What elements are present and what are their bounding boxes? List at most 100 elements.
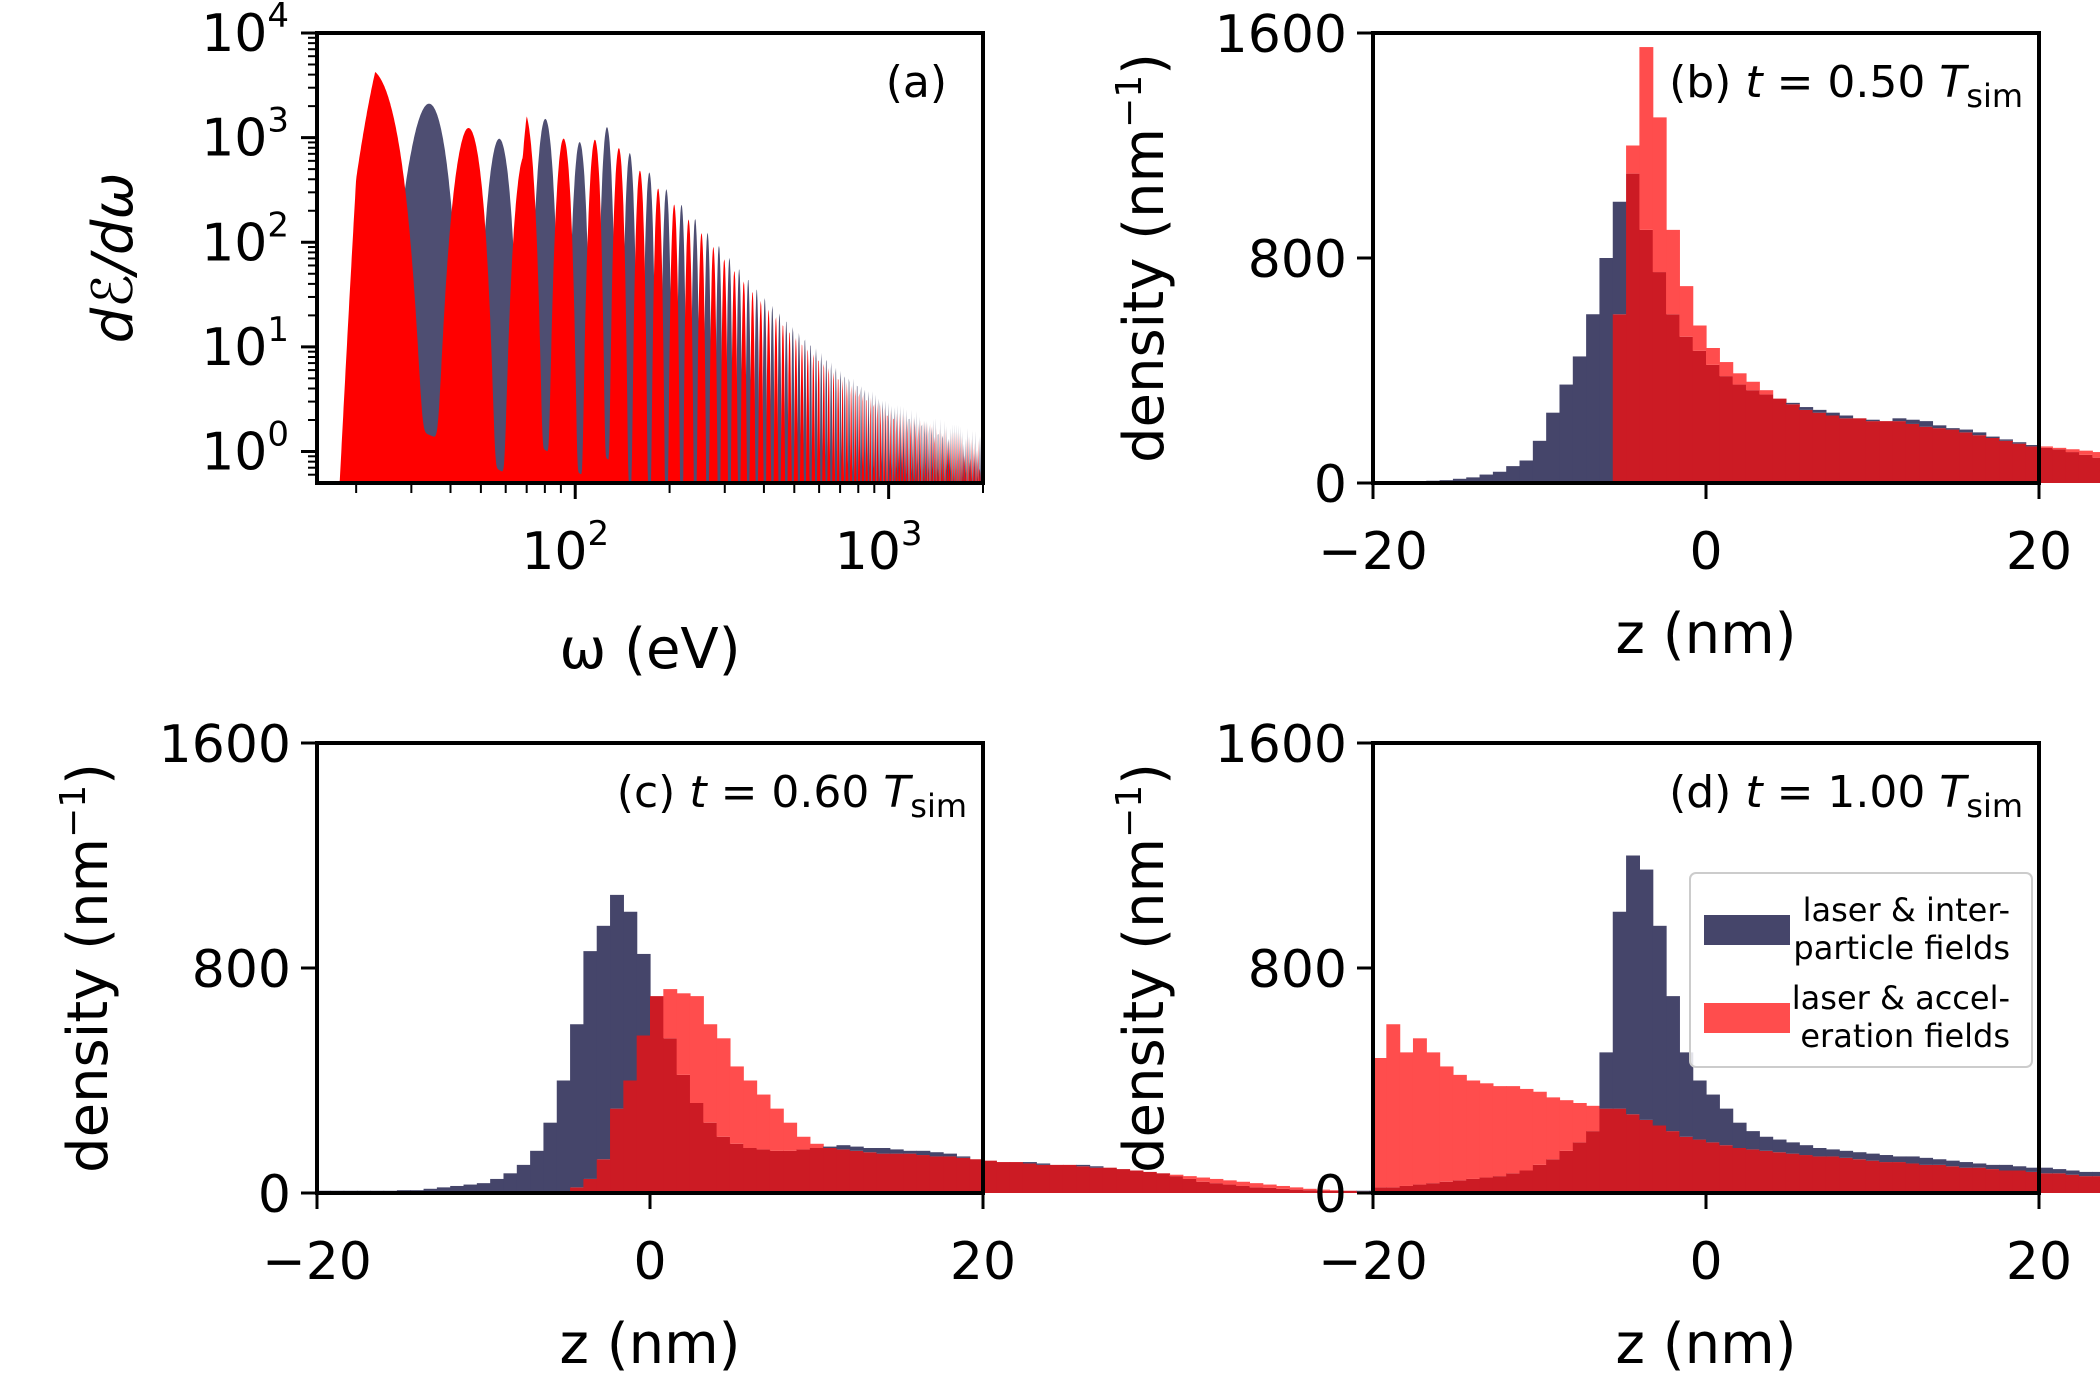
bar-interparticle-c bbox=[503, 1173, 518, 1193]
panel-tag-d: (d) t = 1.00 Tsim bbox=[1669, 767, 2023, 825]
x-axis-label-b: z (nm) bbox=[1616, 602, 1797, 667]
bar-overlap-c bbox=[916, 1155, 931, 1193]
bar-acceleration-c bbox=[1249, 1183, 1264, 1188]
bar-interparticle-b bbox=[1959, 429, 1973, 433]
bar-interparticle-c bbox=[556, 1080, 571, 1193]
bar-overlap-c bbox=[796, 1149, 811, 1193]
bar-overlap-b bbox=[2052, 449, 2067, 483]
bar-overlap-c bbox=[650, 996, 664, 1193]
bar-overlap-c bbox=[809, 1148, 824, 1193]
bar-overlap-c bbox=[729, 1143, 744, 1193]
bar-interparticle-d bbox=[1865, 1153, 1880, 1161]
bar-overlap-c bbox=[956, 1157, 971, 1193]
bar-interparticle-d bbox=[1692, 1080, 1707, 1140]
bar-overlap-c bbox=[983, 1160, 997, 1193]
bar-overlap-d bbox=[1412, 1184, 1427, 1193]
bar-overlap-b bbox=[1785, 404, 1800, 483]
bar-acceleration-c bbox=[676, 993, 691, 1075]
bar-interparticle-d bbox=[1972, 1163, 1987, 1168]
bar-interparticle-c bbox=[570, 1024, 584, 1188]
bar-interparticle-c bbox=[916, 1150, 931, 1156]
bar-overlap-d bbox=[1426, 1183, 1441, 1193]
bar-acceleration-c bbox=[729, 1066, 744, 1144]
legend: laser & inter-particle fields laser & acc… bbox=[1689, 872, 2033, 1068]
bar-overlap-d bbox=[1652, 1125, 1667, 1193]
bar-acceleration-d bbox=[1532, 1091, 1547, 1165]
bar-acceleration-b bbox=[1652, 117, 1667, 273]
bar-overlap-d bbox=[1586, 1131, 1601, 1193]
bar-overlap-c bbox=[1156, 1173, 1171, 1193]
bar-acceleration-d bbox=[1373, 1058, 1387, 1188]
bar-interparticle-b bbox=[1919, 421, 1934, 427]
bar-acceleration-c bbox=[769, 1108, 784, 1151]
y-axis-label-c: density (nm−1) bbox=[53, 763, 121, 1173]
bar-overlap-b bbox=[1692, 350, 1707, 483]
bar-interparticle-d bbox=[2065, 1170, 2080, 1175]
bar-overlap-c bbox=[1236, 1185, 1250, 1193]
bar-overlap-c bbox=[863, 1152, 878, 1193]
bar-overlap-b bbox=[1799, 409, 1814, 483]
y-tick-label-b-2: 1600 bbox=[1215, 5, 1347, 65]
bar-overlap-b bbox=[1879, 421, 1894, 483]
bar-overlap-b bbox=[1666, 314, 1680, 483]
bar-acceleration-d bbox=[1399, 1052, 1414, 1186]
bar-overlap-d bbox=[1825, 1156, 1840, 1193]
bar-interparticle-c bbox=[543, 1122, 558, 1193]
bar-overlap-c bbox=[849, 1150, 864, 1193]
bar-overlap-b bbox=[1732, 384, 1747, 483]
bar-overlap-d bbox=[1466, 1178, 1481, 1193]
bar-interparticle-d bbox=[2012, 1166, 2027, 1171]
y-tick-label-d-0: 0 bbox=[1314, 1165, 1347, 1225]
bar-interparticle-c bbox=[956, 1156, 971, 1158]
bar-acceleration-d bbox=[1559, 1100, 1574, 1151]
bar-overlap-d bbox=[1666, 1131, 1680, 1193]
bar-overlap-d bbox=[1492, 1176, 1507, 1193]
bar-overlap-c bbox=[769, 1150, 784, 1193]
bar-acceleration-d bbox=[1452, 1074, 1467, 1181]
bar-acceleration-b bbox=[1679, 286, 1694, 337]
bar-acceleration-c bbox=[783, 1122, 798, 1151]
bar-interparticle-d bbox=[1785, 1142, 1800, 1154]
x-tick-label-b-2: 20 bbox=[2006, 522, 2072, 582]
bar-overlap-d bbox=[1679, 1136, 1694, 1193]
bar-interparticle-d bbox=[1839, 1150, 1854, 1158]
legend-label-0-line2: particle fields bbox=[1793, 929, 2010, 967]
bar-overlap-d bbox=[2025, 1171, 2040, 1193]
bar-acceleration-d bbox=[1519, 1088, 1534, 1171]
bar-overlap-c bbox=[1249, 1187, 1264, 1193]
bar-overlap-c bbox=[1262, 1187, 1277, 1193]
bar-acceleration-b bbox=[1639, 47, 1654, 230]
bar-overlap-b bbox=[1959, 432, 1973, 483]
bar-overlap-c bbox=[1276, 1188, 1290, 1193]
bar-interparticle-d bbox=[1772, 1139, 1787, 1153]
spectrum-plot-area bbox=[317, 72, 983, 483]
bar-overlap-c bbox=[1102, 1167, 1117, 1193]
bar-acceleration-d bbox=[1546, 1097, 1561, 1160]
bar-overlap-c bbox=[1302, 1190, 1317, 1193]
bar-interparticle-b bbox=[1452, 478, 1467, 483]
bar-overlap-c bbox=[570, 1187, 584, 1193]
bar-overlap-d bbox=[2065, 1174, 2080, 1193]
bar-overlap-c bbox=[1196, 1181, 1211, 1193]
bar-interparticle-b bbox=[1812, 409, 1827, 413]
legend-swatch-1 bbox=[1704, 1003, 1790, 1033]
bar-overlap-b bbox=[1945, 429, 1960, 483]
bar-interparticle-d bbox=[1892, 1156, 1907, 1163]
bar-interparticle-c bbox=[1022, 1162, 1037, 1164]
bar-overlap-d bbox=[1599, 1108, 1614, 1193]
bar-overlap-d bbox=[1706, 1142, 1720, 1193]
bar-acceleration-d bbox=[1439, 1066, 1454, 1182]
bar-overlap-c bbox=[1036, 1164, 1051, 1193]
bar-acceleration-c bbox=[1289, 1187, 1304, 1190]
bar-overlap-d bbox=[1519, 1170, 1534, 1193]
bar-acceleration-c bbox=[716, 1038, 731, 1137]
y-axis-label-d: density (nm−1) bbox=[1109, 763, 1177, 1173]
bar-interparticle-c bbox=[876, 1148, 891, 1154]
bar-acceleration-b bbox=[2052, 447, 2067, 450]
y-tick-label-a-3: 103 bbox=[201, 101, 289, 169]
bar-interparticle-d bbox=[1879, 1155, 1894, 1163]
bar-acceleration-b bbox=[1719, 362, 1734, 377]
bar-overlap-d bbox=[1745, 1149, 1760, 1193]
bar-acceleration-c bbox=[1196, 1177, 1211, 1182]
bar-overlap-c bbox=[969, 1159, 984, 1193]
